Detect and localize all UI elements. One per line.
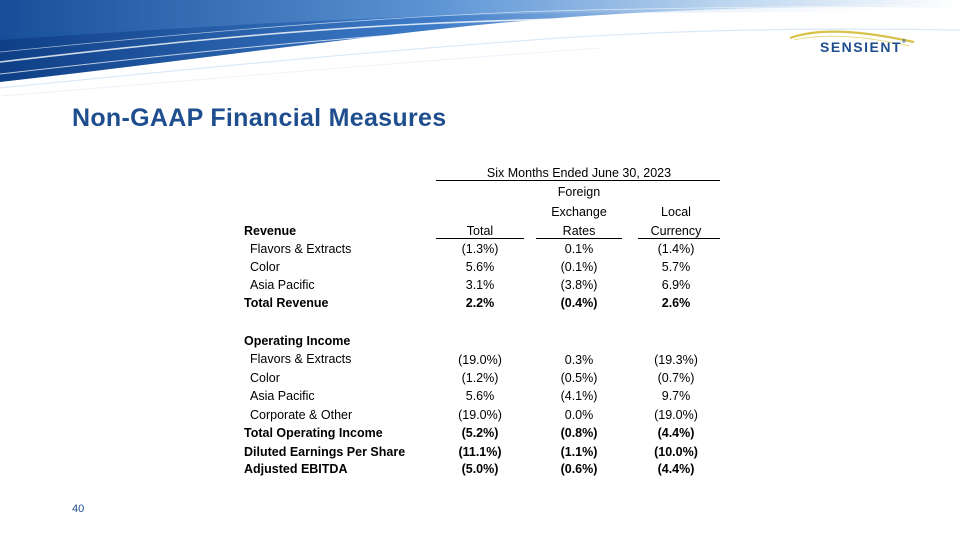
row-label: Color [250,260,280,274]
page-number: 40 [72,503,85,515]
cell-total: (5.0%) [461,462,499,476]
cell-total: 2.2% [465,296,495,310]
col-header-total: Total [466,224,494,238]
row-label: Asia Pacific [250,389,315,403]
cell-total: 5.6% [465,389,495,403]
col-total-underline [436,238,524,239]
cell-local: 9.7% [661,389,691,403]
header-wave-banner [0,0,960,97]
period-header: Six Months Ended June 30, 2023 [486,166,672,180]
cell-total: (19.0%) [458,408,502,422]
cell-fx: (0.8%) [560,426,598,440]
company-logo: SENSIENT® [820,39,906,55]
row-label: Adjusted EBITDA [244,462,348,476]
col-fx-underline [536,238,622,239]
col-local-underline [638,238,720,239]
cell-local: 2.6% [661,296,691,310]
cell-total: (1.2%) [461,371,499,385]
cell-fx: (0.1%) [560,260,598,274]
cell-local: (0.7%) [657,371,695,385]
cell-local: (19.0%) [654,408,698,422]
cell-local: (10.0%) [654,445,698,459]
cell-local: (19.3%) [654,353,698,367]
operating-income-section-label: Operating Income [244,334,351,348]
revenue-section-label: Revenue [244,224,297,238]
cell-fx: (3.8%) [560,278,598,292]
row-label: Flavors & Extracts [250,242,352,256]
cell-fx: (0.5%) [560,371,598,385]
cell-total: 3.1% [465,278,495,292]
row-label: Asia Pacific [250,278,315,292]
cell-local: (1.4%) [657,242,695,256]
cell-local: 5.7% [661,260,691,274]
cell-total: 5.6% [465,260,495,274]
cell-total: (11.1%) [458,445,502,459]
row-label: Diluted Earnings Per Share [244,445,406,459]
cell-fx: 0.3% [564,353,594,367]
row-label: Color [250,371,280,385]
col-header-local-line2: Currency [650,224,702,238]
col-header-fx-line2: Exchange [551,205,607,219]
cell-fx: 0.0% [564,408,594,422]
col-header-local-line1: Local [661,205,691,219]
col-header-fx-line3: Rates [562,224,596,238]
cell-total: (1.3%) [461,242,499,256]
row-label: Total Operating Income [244,426,383,440]
col-header-fx-line1: Foreign [557,185,601,199]
row-label: Total Revenue [244,296,329,310]
period-header-underline [436,180,720,181]
cell-local: (4.4%) [657,462,695,476]
row-label: Corporate & Other [250,408,353,422]
cell-total: (19.0%) [458,353,502,367]
cell-fx: (4.1%) [560,389,598,403]
cell-local: (4.4%) [657,426,695,440]
cell-fx: (0.4%) [560,296,598,310]
page-title: Non-GAAP Financial Measures [72,104,447,132]
cell-local: 6.9% [661,278,691,292]
sensient-logo-swoosh-icon [789,30,915,47]
row-label: Flavors & Extracts [250,352,352,366]
cell-fx: 0.1% [564,242,594,256]
cell-total: (5.2%) [461,426,499,440]
cell-fx: (0.6%) [560,462,598,476]
cell-fx: (1.1%) [560,445,598,459]
